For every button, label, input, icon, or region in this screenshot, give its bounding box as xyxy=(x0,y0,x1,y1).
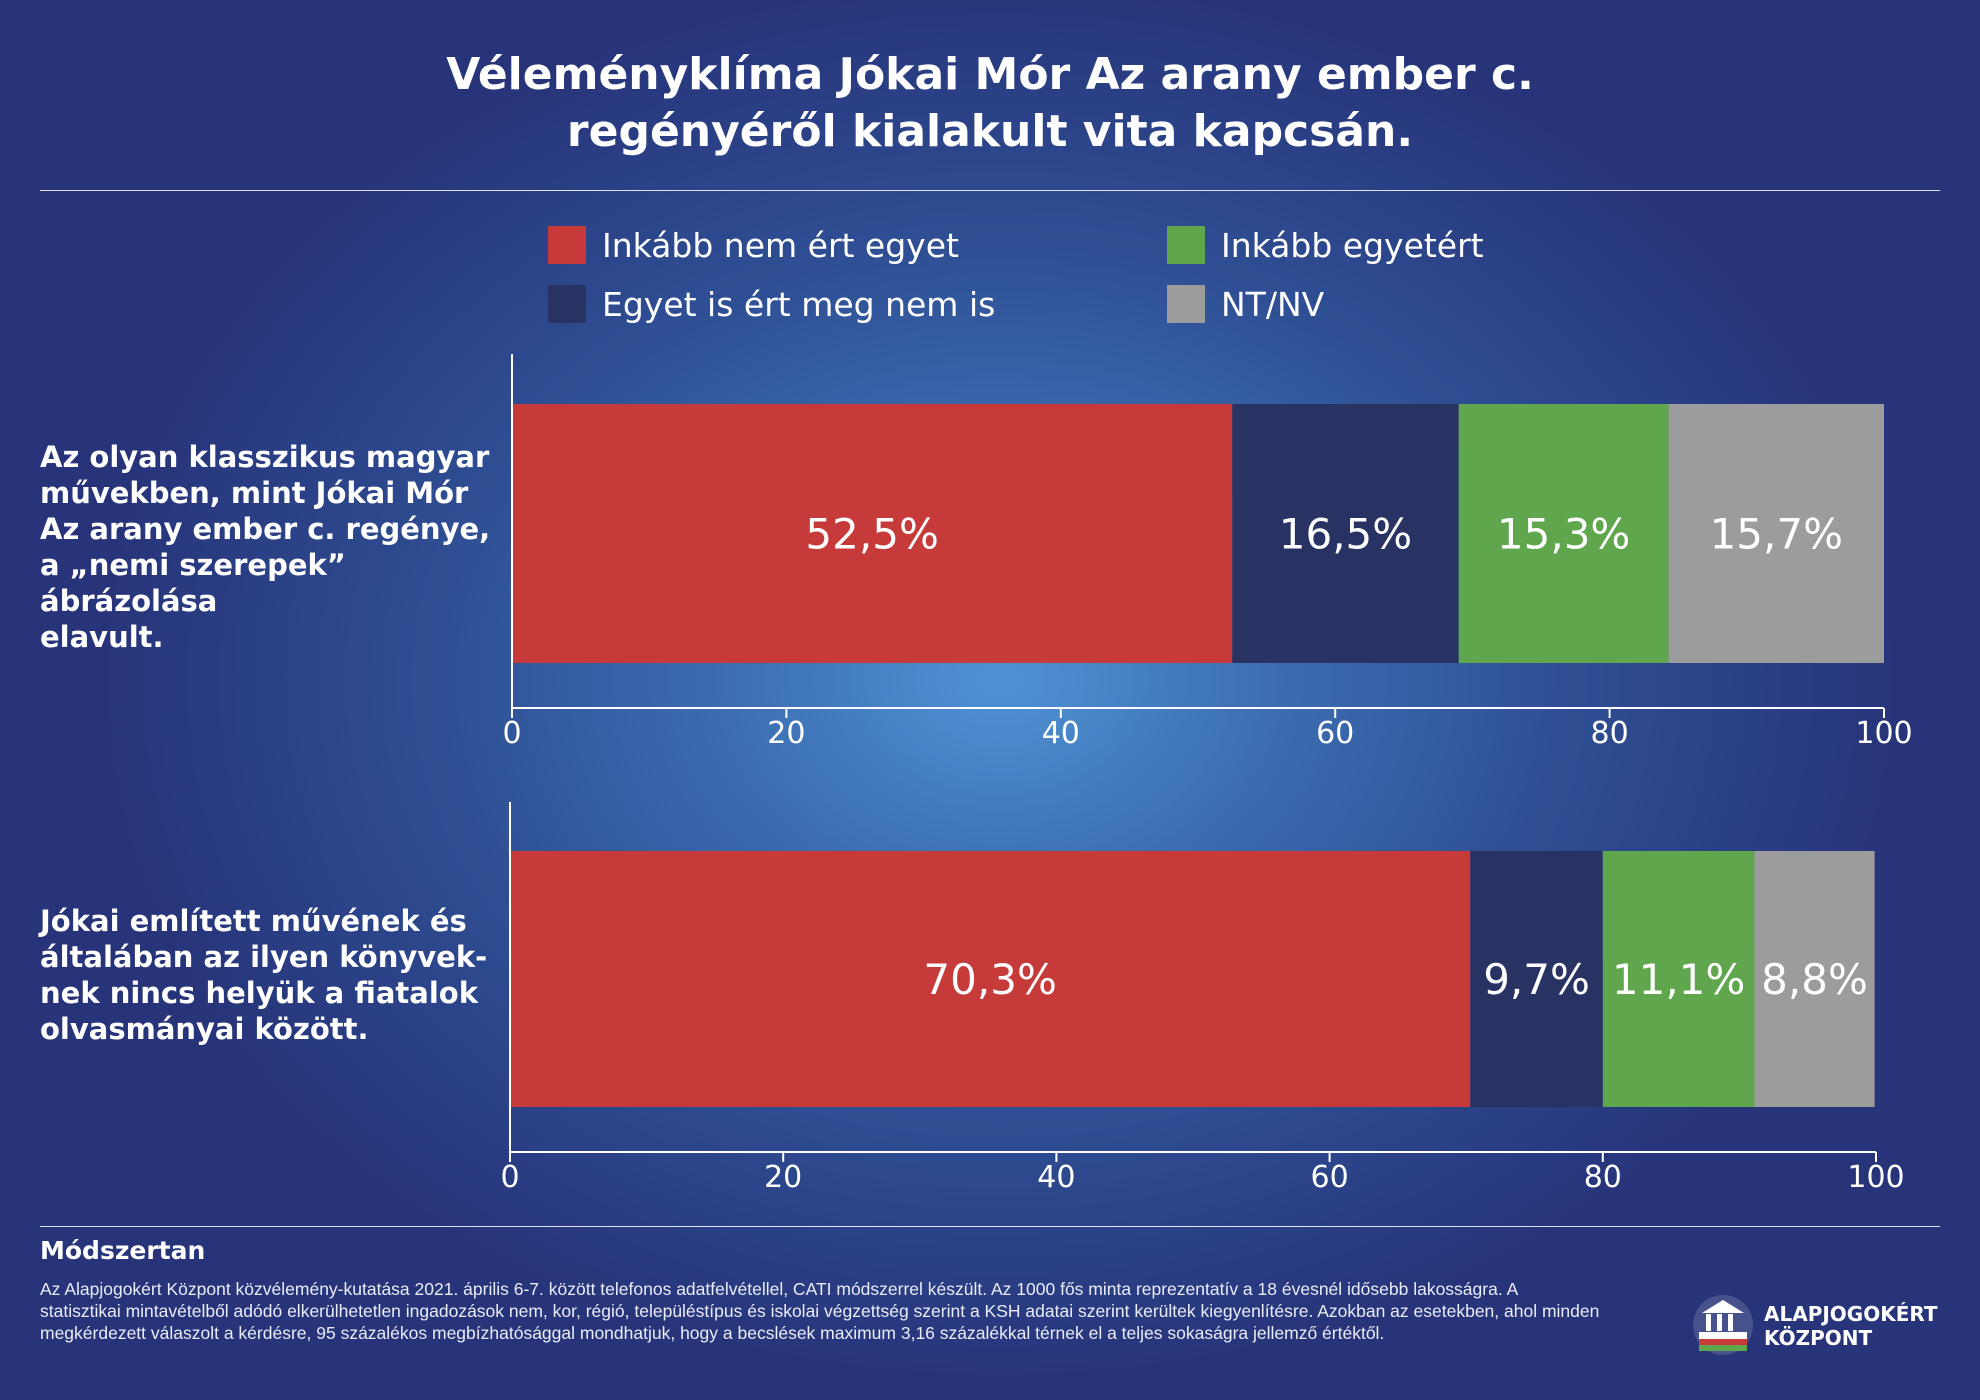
question-2-line: nek nincs helyük a fiatalok xyxy=(40,976,478,1010)
legend-swatch-neutral xyxy=(548,285,586,323)
x-tick-label: 80 xyxy=(1591,716,1629,751)
legend-item-dontknow: NT/NV xyxy=(1167,284,1325,324)
legend-label-neutral: Egyet is ért meg nem is xyxy=(602,284,996,324)
bar-segment xyxy=(1668,404,1884,663)
alapjogokert-logo: ALAPJOGOKÉRT KÖZPONT xyxy=(1690,1292,1940,1358)
question-1-line: Az olyan klasszikus magyar xyxy=(40,440,490,474)
x-tick-label: 0 xyxy=(500,1160,519,1195)
question-label-2: Jókai említett művének és általában az i… xyxy=(40,903,500,1047)
legend-item-disagree: Inkább nem ért egyet xyxy=(548,225,959,265)
question-2-line: olvasmányai között. xyxy=(40,1012,369,1046)
bar-segment xyxy=(1470,851,1603,1107)
bar-value-label: 70,3% xyxy=(923,955,1056,1004)
methodology-text: Az Alapjogokért Központ közvélemény-kuta… xyxy=(40,1279,1600,1343)
legend-item-neutral: Egyet is ért meg nem is xyxy=(548,284,996,324)
bar-value-label: 15,3% xyxy=(1497,510,1630,559)
bar-value-label: 15,7% xyxy=(1710,510,1843,559)
question-2-line: Jókai említett művének és xyxy=(40,904,467,938)
bar-value-label: 16,5% xyxy=(1279,510,1412,559)
bottom-divider xyxy=(40,1226,1940,1227)
x-tick-label: 60 xyxy=(1311,1160,1349,1195)
bar-segment xyxy=(1232,404,1459,663)
top-divider xyxy=(40,190,1940,191)
x-tick-label: 100 xyxy=(1847,1160,1904,1195)
legend-swatch-disagree xyxy=(548,226,586,264)
question-1-line: művekben, mint Jókai Mór xyxy=(40,476,469,510)
legend-label-dontknow: NT/NV xyxy=(1221,284,1325,324)
x-tick-label: 40 xyxy=(1042,716,1080,751)
legend-swatch-dontknow xyxy=(1167,285,1205,323)
bar-segment xyxy=(1602,851,1755,1107)
x-tick-label: 60 xyxy=(1316,716,1354,751)
bar-value-label: 11,1% xyxy=(1612,955,1745,1004)
legend-label-disagree: Inkább nem ért egyet xyxy=(602,225,959,265)
question-1-line: Az arany ember c. regénye, xyxy=(40,512,491,546)
logo-wordmark: ALAPJOGOKÉRT KÖZPONT xyxy=(1764,1302,1938,1350)
bar-segment xyxy=(512,404,1233,663)
title-line-2: regényéről kialakult vita kapcsán. xyxy=(566,106,1414,157)
chart-title: Véleményklíma Jókai Mór Az arany ember c… xyxy=(0,46,1980,160)
methodology-title: Módszertan xyxy=(40,1236,206,1265)
question-2-line: általában az ilyen könyvek- xyxy=(40,940,488,974)
question-1-line: a „nemi szerepek” ábrázolása xyxy=(40,548,346,618)
x-tick-label: 20 xyxy=(764,1160,802,1195)
bar-segment xyxy=(1754,851,1875,1107)
bar-segment xyxy=(510,851,1471,1107)
x-tick-label: 100 xyxy=(1855,716,1912,751)
x-tick-label: 0 xyxy=(502,716,521,751)
question-1-line: elavult. xyxy=(40,620,164,654)
title-line-1: Véleményklíma Jókai Mór Az arany ember c… xyxy=(446,49,1534,100)
logo-line-1: ALAPJOGOKÉRT xyxy=(1764,1302,1938,1326)
x-tick-label: 20 xyxy=(767,716,805,751)
bar-value-label: 52,5% xyxy=(805,510,938,559)
bar-segment xyxy=(1458,404,1669,663)
legend-label-agree: Inkább egyetért xyxy=(1221,225,1484,265)
logo-line-2: KÖZPONT xyxy=(1764,1326,1873,1350)
legend-item-agree: Inkább egyetért xyxy=(1167,225,1484,265)
question-label-1: Az olyan klasszikus magyar művekben, min… xyxy=(40,439,500,655)
bar-value-label: 8,8% xyxy=(1761,955,1868,1004)
x-tick-label: 80 xyxy=(1584,1160,1622,1195)
logo-icon xyxy=(1693,1295,1753,1355)
x-tick-label: 40 xyxy=(1037,1160,1075,1195)
bar-value-label: 9,7% xyxy=(1483,955,1590,1004)
legend-swatch-agree xyxy=(1167,226,1205,264)
